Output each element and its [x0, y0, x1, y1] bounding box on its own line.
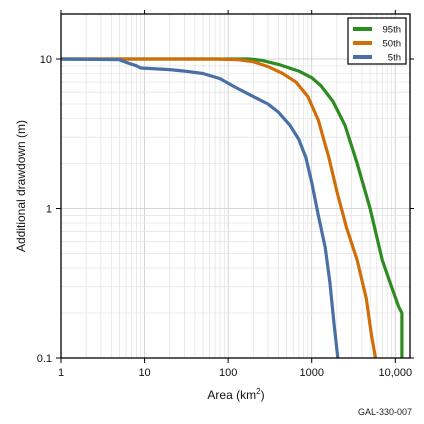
axis-ticks: [56, 10, 414, 363]
tick-labels: 1 10 100 1000 10,000 0.1 1 10: [37, 54, 412, 379]
x-tick-label: 1000: [299, 367, 323, 379]
legend-label-95th: 95th: [383, 25, 402, 36]
y-axis-title: Additional drawdown (m): [14, 120, 28, 252]
legend: 95th 50th 5th: [347, 17, 407, 65]
x-axis-title-superscript: 2: [256, 387, 261, 396]
x-tick-label: 1: [58, 367, 64, 379]
x-tick-label: 100: [219, 367, 237, 379]
series-line-5th: [60, 57, 340, 359]
x-tick-label: 10,000: [378, 367, 412, 379]
legend-label-5th: 5th: [388, 53, 401, 64]
y-tick-label: 1: [46, 204, 52, 216]
x-axis-title: Area (km2): [207, 387, 264, 402]
series-line-95th: [61, 57, 404, 358]
series-line-50th: [61, 57, 378, 359]
figure-code: GAL-330-007: [357, 407, 412, 417]
grid-lines: [60, 13, 410, 359]
x-axis-title-close: ): [261, 388, 265, 402]
y-tick-label: 0.1: [37, 353, 52, 365]
series-lines: [60, 57, 404, 359]
y-tick-label: 10: [40, 54, 52, 66]
x-tick-label: 10: [138, 367, 150, 379]
plot-frame: [60, 13, 411, 359]
legend-label-50th: 50th: [383, 39, 402, 50]
